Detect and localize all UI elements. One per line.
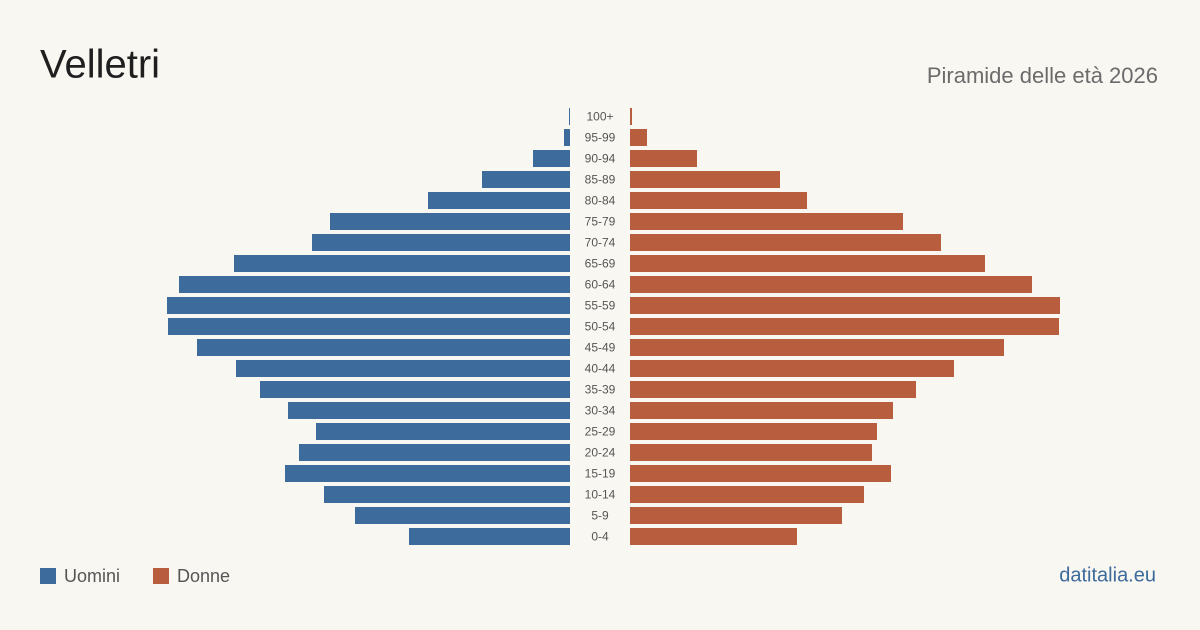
legend-swatch xyxy=(40,568,56,584)
bar xyxy=(630,150,697,167)
age-label: 20-24 xyxy=(585,446,616,460)
age-label: 45-49 xyxy=(585,341,616,355)
bar xyxy=(569,108,570,125)
bar xyxy=(285,465,570,482)
age-label: 75-79 xyxy=(585,215,616,229)
bar xyxy=(179,276,570,293)
bar xyxy=(630,108,632,125)
age-label: 85-89 xyxy=(585,173,616,187)
bar xyxy=(316,423,570,440)
bar xyxy=(533,150,570,167)
bar xyxy=(630,339,1004,356)
bar xyxy=(260,381,570,398)
bar xyxy=(630,192,807,209)
bar xyxy=(234,255,570,272)
chart-subtitle: Piramide delle età 2026 xyxy=(927,63,1158,88)
chart-title: Velletri xyxy=(40,43,160,87)
bar xyxy=(630,213,903,230)
age-label: 70-74 xyxy=(585,236,616,250)
age-label: 15-19 xyxy=(585,467,616,481)
bar xyxy=(630,171,780,188)
bar xyxy=(630,528,797,545)
bar xyxy=(330,213,570,230)
source: datitalia.eu xyxy=(1059,564,1156,586)
age-label: 90-94 xyxy=(585,152,616,166)
bar xyxy=(630,234,941,251)
age-label: 100+ xyxy=(586,110,613,124)
bar xyxy=(630,423,877,440)
bar xyxy=(167,297,570,314)
age-label: 35-39 xyxy=(585,383,616,397)
age-label: 55-59 xyxy=(585,299,616,313)
bar xyxy=(630,360,954,377)
age-label: 25-29 xyxy=(585,425,616,439)
age-label: 65-69 xyxy=(585,257,616,271)
legend-label: Uomini xyxy=(64,566,120,586)
age-label: 10-14 xyxy=(585,488,616,502)
bar xyxy=(630,129,647,146)
bar xyxy=(409,528,570,545)
bar xyxy=(288,402,570,419)
age-label: 50-54 xyxy=(585,320,616,334)
legend-label: Donne xyxy=(177,566,230,586)
bar xyxy=(299,444,570,461)
age-label: 5-9 xyxy=(591,509,609,523)
bar xyxy=(168,318,570,335)
bar xyxy=(630,381,916,398)
bar xyxy=(197,339,570,356)
bar xyxy=(564,129,570,146)
bar xyxy=(236,360,570,377)
bar xyxy=(630,276,1032,293)
age-label: 60-64 xyxy=(585,278,616,292)
bar xyxy=(428,192,570,209)
bar xyxy=(630,255,985,272)
age-label: 80-84 xyxy=(585,194,616,208)
bar xyxy=(630,318,1059,335)
bar xyxy=(312,234,570,251)
bar xyxy=(630,297,1060,314)
age-label: 0-4 xyxy=(591,530,609,544)
bar xyxy=(630,465,891,482)
bar xyxy=(355,507,570,524)
bar xyxy=(630,486,864,503)
bar xyxy=(630,507,842,524)
age-label: 30-34 xyxy=(585,404,616,418)
bar xyxy=(324,486,570,503)
bar xyxy=(630,444,872,461)
bar xyxy=(482,171,570,188)
age-label: 40-44 xyxy=(585,362,616,376)
age-label: 95-99 xyxy=(585,131,616,145)
bar xyxy=(630,402,893,419)
legend-swatch xyxy=(153,568,169,584)
